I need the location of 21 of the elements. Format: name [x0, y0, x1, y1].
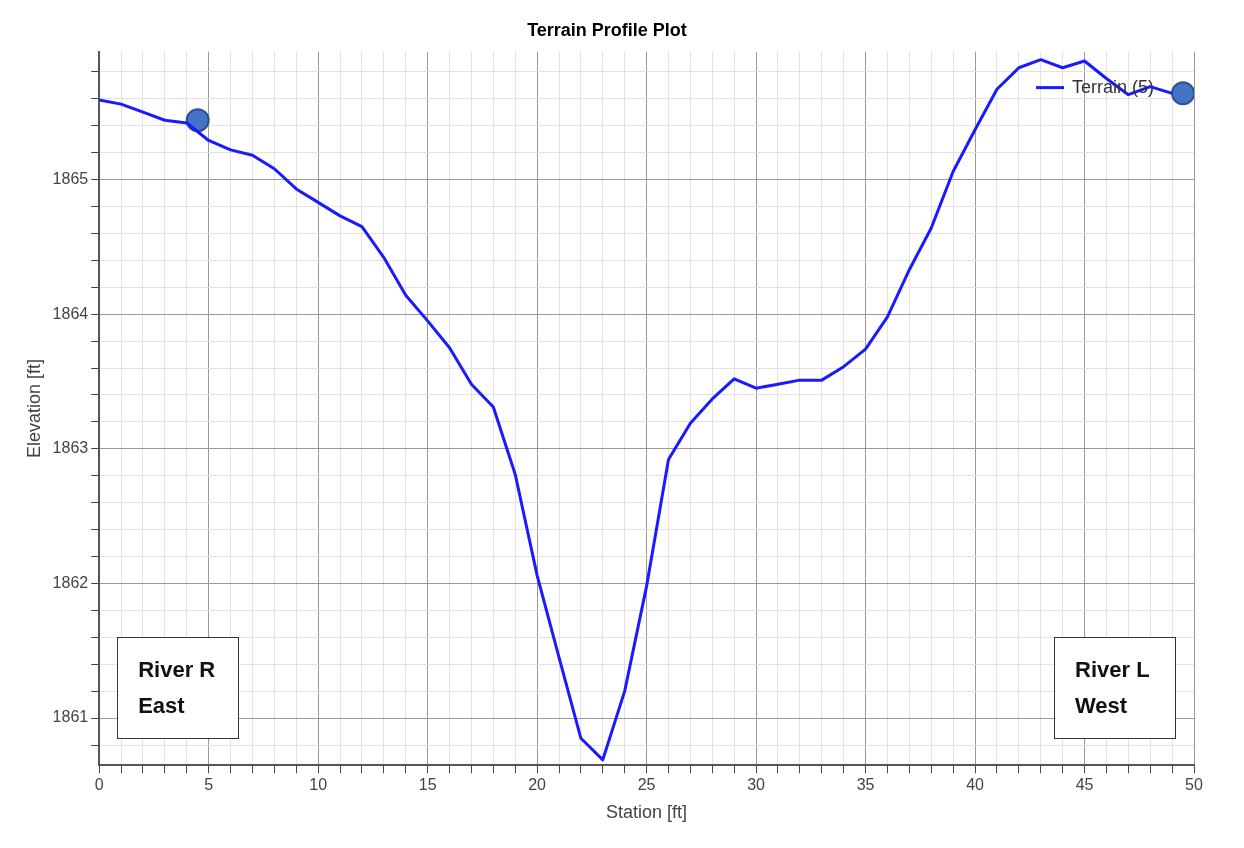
x-tick-label: 50 — [1185, 776, 1203, 794]
x-tick-label: 40 — [966, 776, 985, 794]
y-tick-label: 1865 — [52, 169, 89, 187]
x-tick-label: 45 — [1075, 776, 1094, 794]
y-tick-label: 1861 — [52, 708, 89, 726]
y-tick-label: 1864 — [52, 304, 89, 322]
y-axis-title: Elevation [ft] — [23, 358, 44, 458]
chart-title: Terrain Profile Plot — [527, 19, 687, 40]
x-tick-label: 5 — [204, 776, 214, 794]
x-axis-title: Station [ft] — [606, 802, 688, 823]
annotation: River R East — [117, 637, 240, 740]
x-tick-label: 0 — [94, 776, 104, 794]
x-tick-label: 30 — [747, 776, 766, 794]
y-tick-label: 1862 — [52, 573, 89, 591]
x-tick-label: 25 — [637, 776, 656, 794]
annotation: River L West — [1054, 637, 1176, 740]
x-tick-label: 20 — [528, 776, 547, 794]
y-tick-label: 1863 — [52, 439, 89, 457]
x-tick-label: 35 — [856, 776, 875, 794]
x-tick-label: 10 — [309, 776, 328, 794]
x-tick-label: 15 — [418, 776, 437, 794]
